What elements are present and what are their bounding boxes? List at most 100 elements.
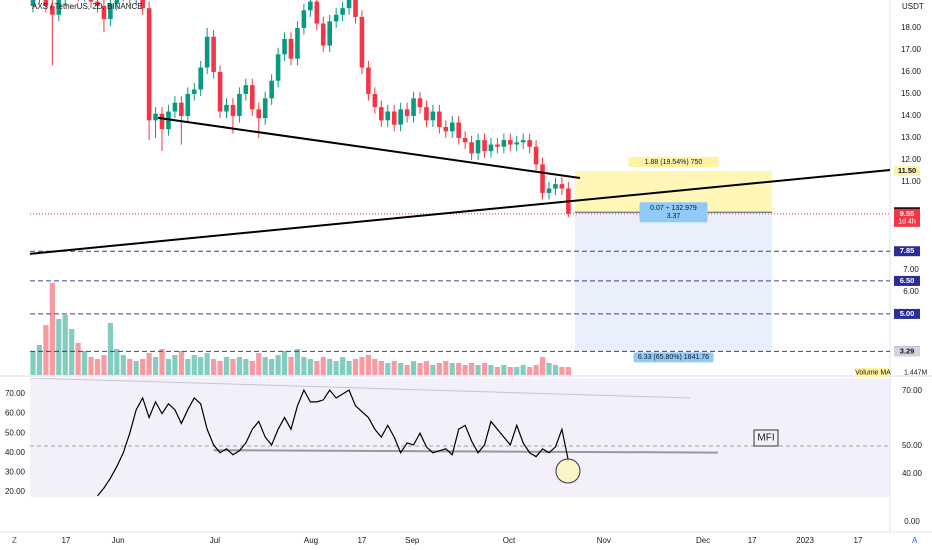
volume-bar: [185, 359, 191, 375]
volume-bar: [546, 363, 552, 375]
volume-bar: [340, 357, 346, 375]
candle-body: [469, 142, 474, 154]
volume-bar: [94, 359, 101, 375]
mfi-pane: [30, 378, 890, 497]
candle-body: [346, 0, 352, 9]
volume-bar: [391, 361, 397, 375]
x-tick-label: Jul: [210, 536, 220, 545]
candle-body: [540, 164, 545, 193]
volume-bar: [507, 367, 513, 375]
volume-bar: [352, 359, 359, 375]
volume-bar: [301, 357, 307, 375]
y-tick-label: 13.00: [901, 133, 922, 142]
mfi-tick-label: 20.00: [5, 487, 26, 496]
volume-bar: [262, 357, 268, 375]
volume-bar: [133, 361, 139, 375]
mfi-tick-label: 70.00: [5, 389, 26, 398]
volume-bar: [365, 355, 371, 375]
x-tick-label: 17: [357, 536, 366, 545]
mid-label-bg: [639, 202, 708, 223]
candle-body: [501, 140, 507, 147]
volume-bar: [211, 359, 217, 375]
candle-body: [191, 89, 197, 94]
volume-bar: [520, 365, 526, 375]
auto-scale[interactable]: A: [912, 536, 918, 545]
volume-bar: [314, 361, 320, 375]
volume-bar: [494, 367, 500, 375]
volume-bar: [249, 361, 255, 375]
volume-bar: [140, 359, 146, 375]
volume-bar: [410, 361, 417, 375]
volume-bar: [398, 363, 404, 375]
volume-bar: [165, 359, 172, 375]
volume-bar: [333, 361, 339, 375]
candle-body: [114, 0, 120, 4]
volume-bar: [236, 357, 242, 375]
volume-bar: [152, 357, 159, 375]
volume-bar: [107, 323, 113, 375]
volume-bar: [217, 361, 223, 375]
candle-body: [404, 109, 410, 116]
volume-bar: [146, 353, 152, 375]
candle-body: [559, 184, 565, 189]
candle-body: [185, 93, 191, 116]
candle-body: [443, 126, 449, 132]
volume-bar: [114, 349, 120, 375]
volume-bar: [488, 365, 494, 375]
candle-body: [308, 1, 313, 11]
volume-bar: [514, 367, 520, 375]
candle-body: [243, 85, 249, 94]
price-tag: [894, 246, 920, 257]
candle-body: [495, 144, 500, 147]
price-pane: [29, 0, 890, 375]
volume-value: 1.447M: [904, 369, 928, 376]
candle-body: [282, 38, 287, 55]
candle-body: [30, 0, 36, 6]
volume-bar: [243, 359, 249, 375]
y-tick-label: 16.00: [901, 67, 922, 76]
volume-bar: [359, 357, 365, 375]
volume-bar: [281, 351, 288, 375]
volume-bar: [378, 361, 384, 375]
y-tick-label: 11.00: [901, 177, 921, 186]
mfi-tick-label: 50.00: [5, 428, 26, 437]
stop-label-bg: [633, 352, 714, 363]
volume-bar: [230, 359, 236, 375]
volume-bar: [469, 363, 475, 375]
candle-body: [50, 5, 55, 15]
volume-ma-label: Volume MA: [855, 369, 891, 376]
volume-bar: [462, 365, 468, 375]
mfi-right-label: 50.00: [902, 441, 923, 450]
candle-body: [198, 67, 203, 90]
volume-bar: [127, 359, 133, 375]
mfi-label: MFI: [757, 433, 774, 444]
candle-body: [456, 122, 461, 138]
currency: USDT: [902, 2, 924, 11]
candle-body: [204, 36, 210, 68]
candle-body: [179, 102, 184, 116]
volume-bar: [30, 351, 36, 375]
y-tick-label: 12.00: [901, 155, 922, 164]
volume-bar: [256, 353, 262, 375]
volume-bar: [430, 365, 436, 375]
volume-bar: [404, 365, 410, 375]
candle-body: [411, 98, 416, 116]
candle-body: [250, 85, 255, 110]
candle-body: [230, 104, 236, 116]
x-tick-label: Aug: [304, 536, 318, 545]
mfi-trendline: [30, 378, 691, 399]
volume-bar: [527, 367, 533, 375]
candle-body: [153, 113, 158, 121]
volume-bar: [191, 355, 197, 375]
candle-body: [417, 98, 423, 108]
symbol-title: AXS / TetherUS, 2D, BINANCE: [32, 2, 143, 11]
zoom-icon[interactable]: Z: [12, 536, 17, 545]
volume-bar: [475, 365, 481, 375]
candle-body: [391, 111, 397, 125]
volume-bar: [69, 329, 75, 375]
x-tick-label: Jun: [112, 536, 125, 545]
mfi-lines: [30, 378, 718, 497]
target-label: 1.88 (19.54%) 750: [645, 159, 703, 166]
candle-body: [424, 107, 429, 121]
